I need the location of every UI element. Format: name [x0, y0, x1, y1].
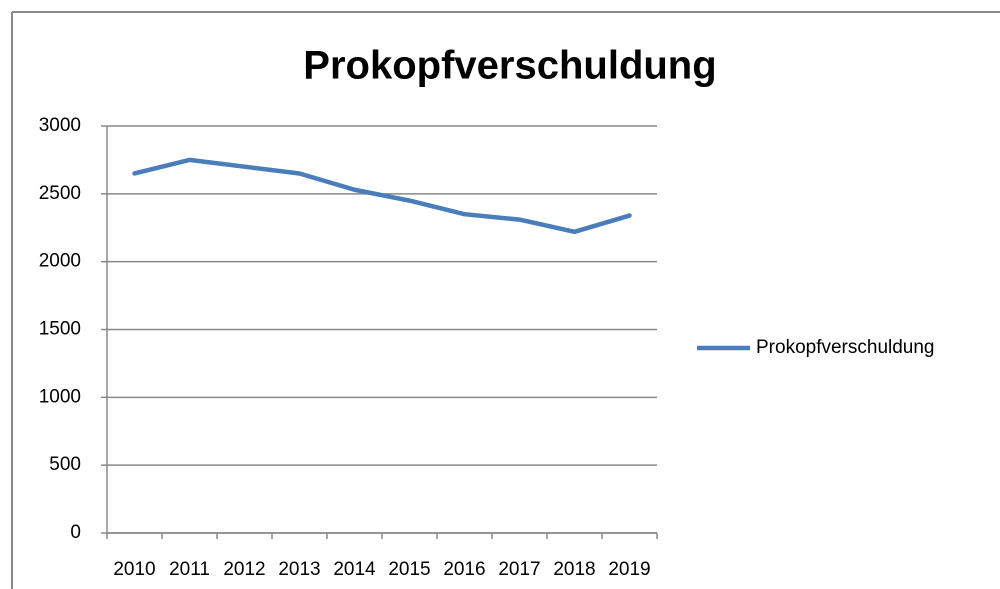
x-tick-label: 2014 [333, 559, 376, 580]
y-tick-label: 500 [49, 454, 81, 475]
legend-label: Prokopfverschuldung [756, 337, 935, 358]
x-tick-label: 2013 [278, 559, 320, 580]
y-tick-label: 1000 [39, 386, 81, 407]
y-tick-label: 2500 [39, 183, 81, 204]
x-tick-label: 2010 [113, 559, 155, 580]
x-tick-label: 2019 [608, 559, 650, 580]
y-tick-label: 0 [70, 522, 81, 543]
x-tick-label: 2017 [498, 559, 540, 580]
chart-title: Prokopfverschuldung [303, 44, 716, 88]
y-tick-label: 2000 [39, 251, 81, 272]
y-tick-label: 1500 [39, 319, 81, 340]
x-tick-label: 2011 [169, 559, 210, 580]
x-tick-label: 2012 [223, 559, 265, 580]
series-line [132, 157, 632, 235]
x-tick-label: 2018 [553, 559, 595, 580]
y-tick-label: 3000 [39, 115, 81, 136]
x-tick-label: 2015 [388, 559, 430, 580]
x-tick-label: 2016 [443, 559, 485, 580]
